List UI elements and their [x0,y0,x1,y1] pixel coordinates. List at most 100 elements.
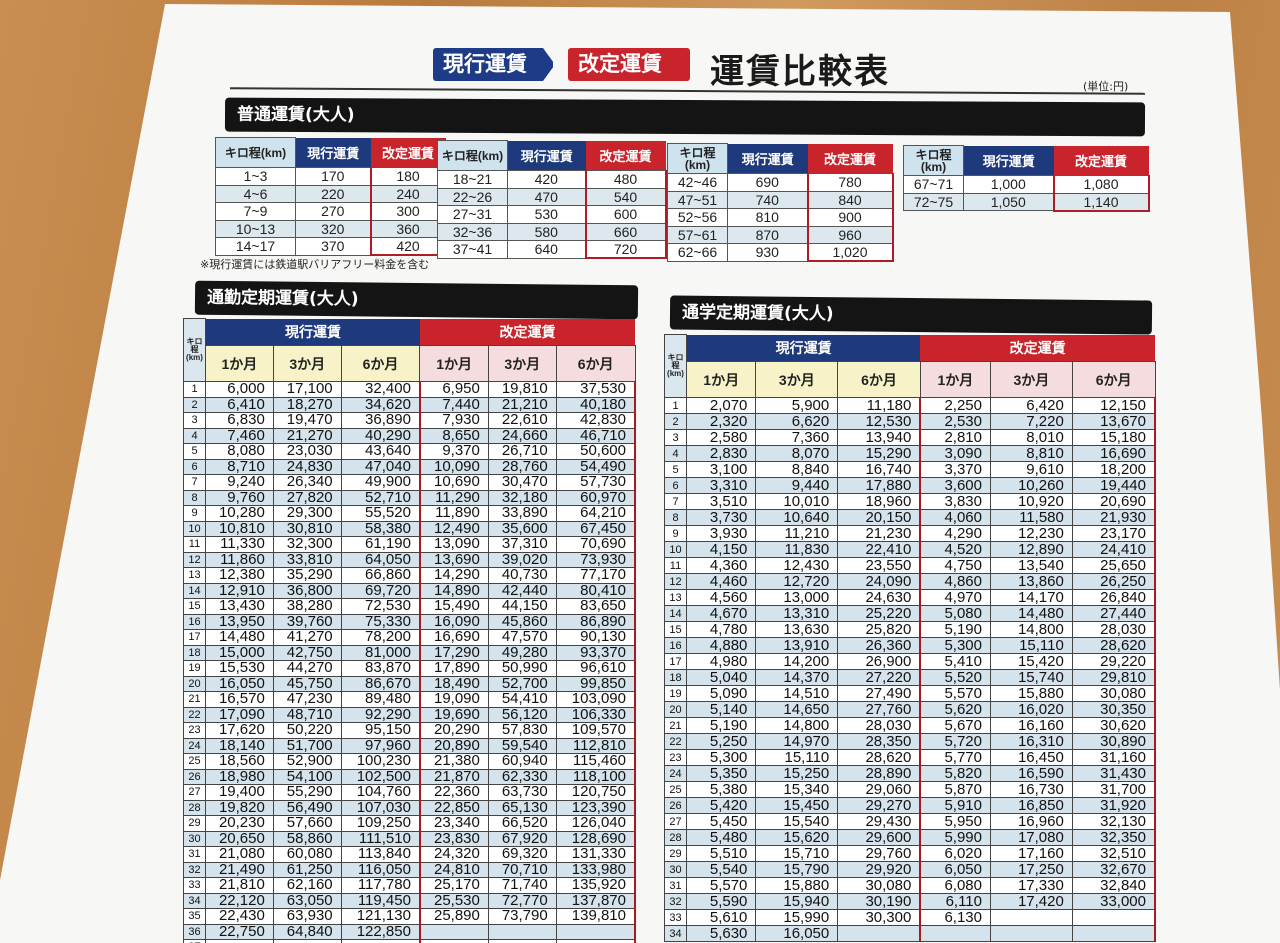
revised-3m-cell: 16,960 [990,813,1073,830]
table-row: 9 3,930 11,210 21,230 4,290 12,230 23,170 [664,525,1156,542]
table-row: 28 19,820 56,490 107,030 22,850 65,130 123,390 [183,799,636,816]
current-6m-cell: 20,150 [837,509,921,526]
table-row: 21 5,190 14,800 28,030 5,670 16,160 30,620 [664,717,1156,734]
revised-3m-cell: 72,770 [487,892,557,909]
revised-6m-cell: 139,810 [555,908,636,925]
table-row: 15 4,780 13,630 25,820 5,190 14,800 28,030 [664,621,1156,638]
current-3m-cell: 10,010 [755,493,839,510]
current-6m-cell: 121,130 [340,908,421,925]
km-cell: 62~66 [667,243,728,262]
table-row: 30 20,650 58,860 111,510 23,830 67,920 128,690 [183,830,636,847]
revised-3m-cell: 26,710 [487,443,557,460]
revised-6m-cell: 90,130 [555,629,636,646]
revised-3m-cell: 8,010 [990,429,1073,446]
table-row: 28 5,480 15,620 29,600 5,990 17,080 32,350 [664,829,1156,846]
km-cell: 21 [664,717,687,734]
km-cell: 26 [664,797,687,814]
current-3m-cell: 15,990 [755,909,839,926]
km-cell: 13 [664,589,687,606]
month-header: 3か月 [272,345,342,382]
revised-1m-cell: 13,690 [418,551,489,568]
revised-1m-cell: 4,290 [919,525,992,542]
revised-6m-cell: 31,430 [1071,765,1156,782]
km-cell: 42~46 [667,173,728,192]
revised-6m-cell: 60,970 [555,489,636,506]
revised-6m-cell: 28,030 [1071,621,1156,638]
revised-3m-cell: 62,330 [487,768,557,785]
revised-1m-cell: 3,600 [919,477,992,494]
current-1m-cell: 6,410 [205,396,274,413]
revised-1m-cell: 2,530 [919,413,992,430]
revised-1m-cell: 5,670 [919,717,992,734]
km-cell: 15 [183,598,206,615]
revised-3m-cell: 11,580 [990,509,1073,526]
revised-6m-cell [555,939,636,943]
revised-6m-cell: 80,410 [555,582,636,599]
current-1m-cell: 18,980 [205,768,274,785]
table-row: 33 5,610 15,990 30,300 6,130 [664,909,1156,926]
current-3m-cell: 18,270 [272,396,342,413]
current-3m-cell: 60,080 [272,846,342,863]
current-fare-header: 現行運賃 [205,318,420,346]
revised-6m-cell: 37,530 [555,381,636,398]
current-6m-cell: 30,300 [837,909,921,926]
km-cell: 3 [664,429,687,446]
km-cell: 4~6 [215,184,296,203]
table-row: 22 5,250 14,970 28,350 5,720 16,310 30,890 [664,733,1156,750]
revised-fare-cell: 720 [584,240,667,259]
km-cell: 8 [183,489,206,506]
km-cell: 10 [183,520,206,537]
revised-1m-cell: 17,290 [418,644,489,661]
km-cell: 1 [664,397,687,414]
revised-3m-cell: 56,120 [487,706,557,723]
revised-1m-cell: 6,130 [919,909,992,926]
revised-3m-cell: 17,160 [990,845,1073,862]
revised-1m-cell: 2,810 [919,429,992,446]
fare-row: 42~46 690 780 [667,173,894,192]
current-3m-cell: 8,840 [755,461,839,478]
revised-1m-cell: 2,250 [919,397,992,414]
table-row: 23 17,620 50,220 95,150 20,290 57,830 109,570 [183,722,636,739]
revised-1m-cell: 5,820 [919,765,992,782]
revised-3m-cell: 22,610 [487,412,557,429]
fare-table-header: キロ程(km) 現行運賃 改定運賃 [437,140,666,171]
revised-fare-cell: 960 [806,225,894,244]
current-1m-cell: 2,070 [685,397,757,414]
km-cell: 27 [183,784,206,801]
table-row: 16 4,880 13,910 26,360 5,300 15,110 28,620 [664,637,1156,654]
revised-1m-cell: 23,340 [418,815,489,832]
revised-fare-cell: 1,140 [1052,192,1150,212]
revised-6m-cell: 30,890 [1071,733,1156,750]
current-1m-cell: 10,280 [205,505,274,522]
revised-3m-cell: 45,860 [487,613,557,630]
fare-row: 32~36 580 660 [437,222,667,241]
revised-1m-cell: 5,300 [919,637,992,654]
table-row: 10 10,810 30,810 58,380 12,490 35,600 67,450 [183,520,636,537]
current-3m-cell: 7,360 [755,429,839,446]
km-cell: 23 [664,749,687,766]
current-3m-cell: 14,650 [755,701,839,718]
km-cell: 32~36 [437,222,508,241]
revised-3m-cell: 13,860 [990,573,1073,590]
revised-1m-cell: 5,080 [919,605,992,622]
revised-6m-cell: 29,220 [1071,653,1156,670]
table-row: 7 3,510 10,010 18,960 3,830 10,920 20,690 [664,493,1156,510]
revised-6m-cell: 12,150 [1071,397,1156,414]
km-cell: 28 [183,799,206,816]
current-6m-cell: 28,620 [837,749,921,766]
current-3m-cell: 11,210 [755,525,839,542]
fare-table-header: キロ程(km) 現行運賃 改定運賃 [215,137,446,168]
current-3m-cell: 57,660 [272,815,342,832]
current-3m-cell: 15,940 [755,893,839,910]
revised-1m-cell: 16,090 [418,613,489,630]
table-row: 17 4,980 14,200 26,900 5,410 15,420 29,220 [664,653,1156,670]
current-6m-cell: 18,960 [837,493,921,510]
revised-fare-cell: 660 [584,222,667,241]
fare-row: 37~41 640 720 [437,240,667,259]
current-6m-cell: 21,230 [837,525,921,542]
revised-6m-cell: 19,440 [1071,477,1156,494]
table-row: 12 4,460 12,720 24,090 4,860 13,860 26,250 [664,573,1156,590]
revised-1m-cell: 6,950 [418,381,489,398]
current-6m-cell: 97,960 [340,737,421,754]
revised-1m-cell: 5,950 [919,813,992,830]
